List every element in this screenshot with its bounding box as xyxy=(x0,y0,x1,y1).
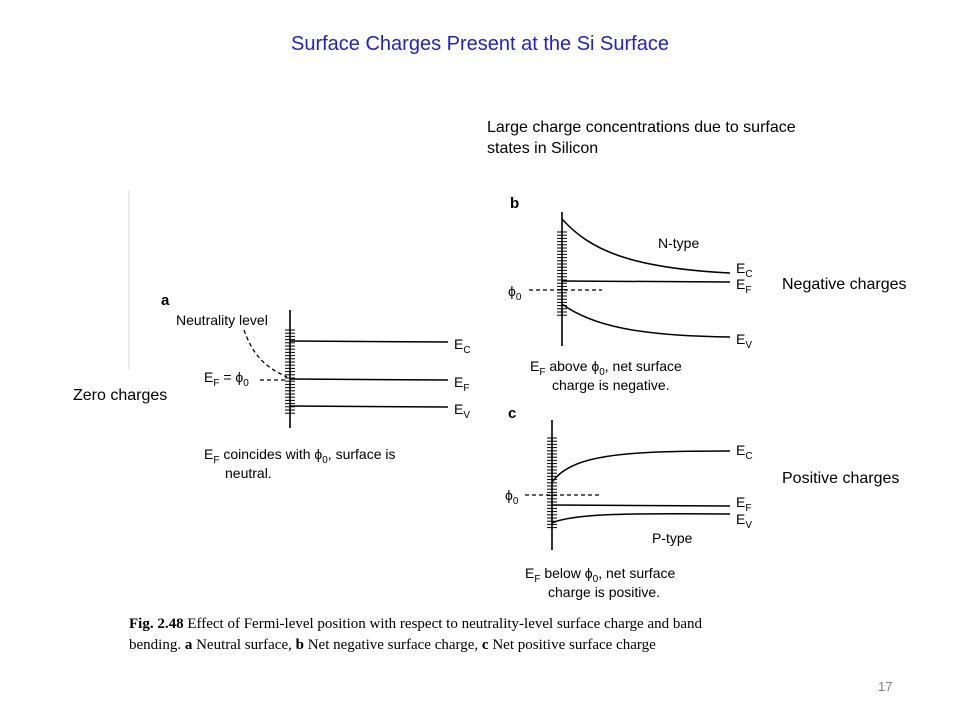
surface-states-note: Large charge concentrations due to surfa… xyxy=(487,117,796,159)
panel-b-letter: b xyxy=(510,195,519,212)
negative-charges-label: Negative charges xyxy=(782,276,907,293)
panel-a-ec-band xyxy=(289,340,449,343)
panel-b-caption-line2: charge is negative. xyxy=(552,377,670,393)
panel-a-ef-band xyxy=(289,378,449,381)
panel-b-surface-states xyxy=(557,231,567,316)
panel-b-ef-label: EF xyxy=(736,276,751,296)
panel-c-type-label: P-type xyxy=(652,530,693,546)
neutrality-arrow xyxy=(243,329,288,378)
panel-a-ev-band xyxy=(289,405,449,408)
surface-states-note-line1: Large charge concentrations due to surfa… xyxy=(487,119,796,136)
figure-caption-line2: bending. a Neutral surface, b Net negati… xyxy=(129,637,656,653)
panel-c-ev-label: EV xyxy=(736,511,752,531)
panel-b-ev-label: EV xyxy=(736,331,752,351)
panel-c-ec-label: EC xyxy=(736,442,753,462)
slide-title: Surface Charges Present at the Si Surfac… xyxy=(291,33,669,55)
panel-b-caption-line1: EF above ϕ0, net surface xyxy=(530,358,682,378)
neutrality-level-label: Neutrality level xyxy=(176,312,268,328)
panel-b-ev-curve xyxy=(561,303,731,338)
positive-charges-label: Positive charges xyxy=(782,470,900,487)
figure-caption: Fig. 2.48 Effect of Fermi-level position… xyxy=(129,616,703,653)
panel-a-caption-line1: EF coincides with ϕ0, surface is xyxy=(204,446,396,466)
panel-a-ev-label: EV xyxy=(454,401,470,421)
surface-states-note-line2: states in Silicon xyxy=(487,140,599,157)
panel-b: b ϕ0 N-type EC EF EV EF above ϕ0, net su… xyxy=(508,195,753,393)
panel-b-ec-curve xyxy=(561,218,731,274)
panel-c-caption-line2: charge is positive. xyxy=(548,584,660,600)
panel-b-ec-label: EC xyxy=(736,260,753,280)
panel-b-phi-label: ϕ0 xyxy=(508,283,522,303)
panel-a-caption-line2: neutral. xyxy=(225,465,272,481)
panel-a-ec-label: EC xyxy=(454,336,471,356)
panel-c: c ϕ0 EC EF EV P-type EF below ϕ0, net su… xyxy=(505,405,753,600)
panel-c-caption-line1: EF below ϕ0, net surface xyxy=(525,565,675,585)
figure-caption-line1: Fig. 2.48 Effect of Fermi-level position… xyxy=(129,616,703,632)
panel-b-ef-band xyxy=(561,280,731,283)
panel-b-type-label: N-type xyxy=(658,235,699,251)
panel-c-letter: c xyxy=(508,405,516,422)
panel-a-letter: a xyxy=(161,292,170,309)
zero-charges-label: Zero charges xyxy=(73,387,168,404)
panel-a-ef-label: EF xyxy=(454,374,469,394)
panel-a-ef-equals-phi: EF = ϕ0 xyxy=(204,369,249,389)
panel-a-surface-states xyxy=(285,329,295,414)
panel-c-ev-curve xyxy=(551,512,731,524)
page-number: 17 xyxy=(878,679,893,694)
panel-c-ec-curve xyxy=(551,450,731,483)
panel-a: a Neutrality level EC EF EV EF = ϕ0 EF c… xyxy=(161,292,471,481)
panel-c-ef-band xyxy=(551,504,731,507)
panel-c-phi-label: ϕ0 xyxy=(505,487,519,507)
panel-c-ef-label: EF xyxy=(736,494,751,514)
